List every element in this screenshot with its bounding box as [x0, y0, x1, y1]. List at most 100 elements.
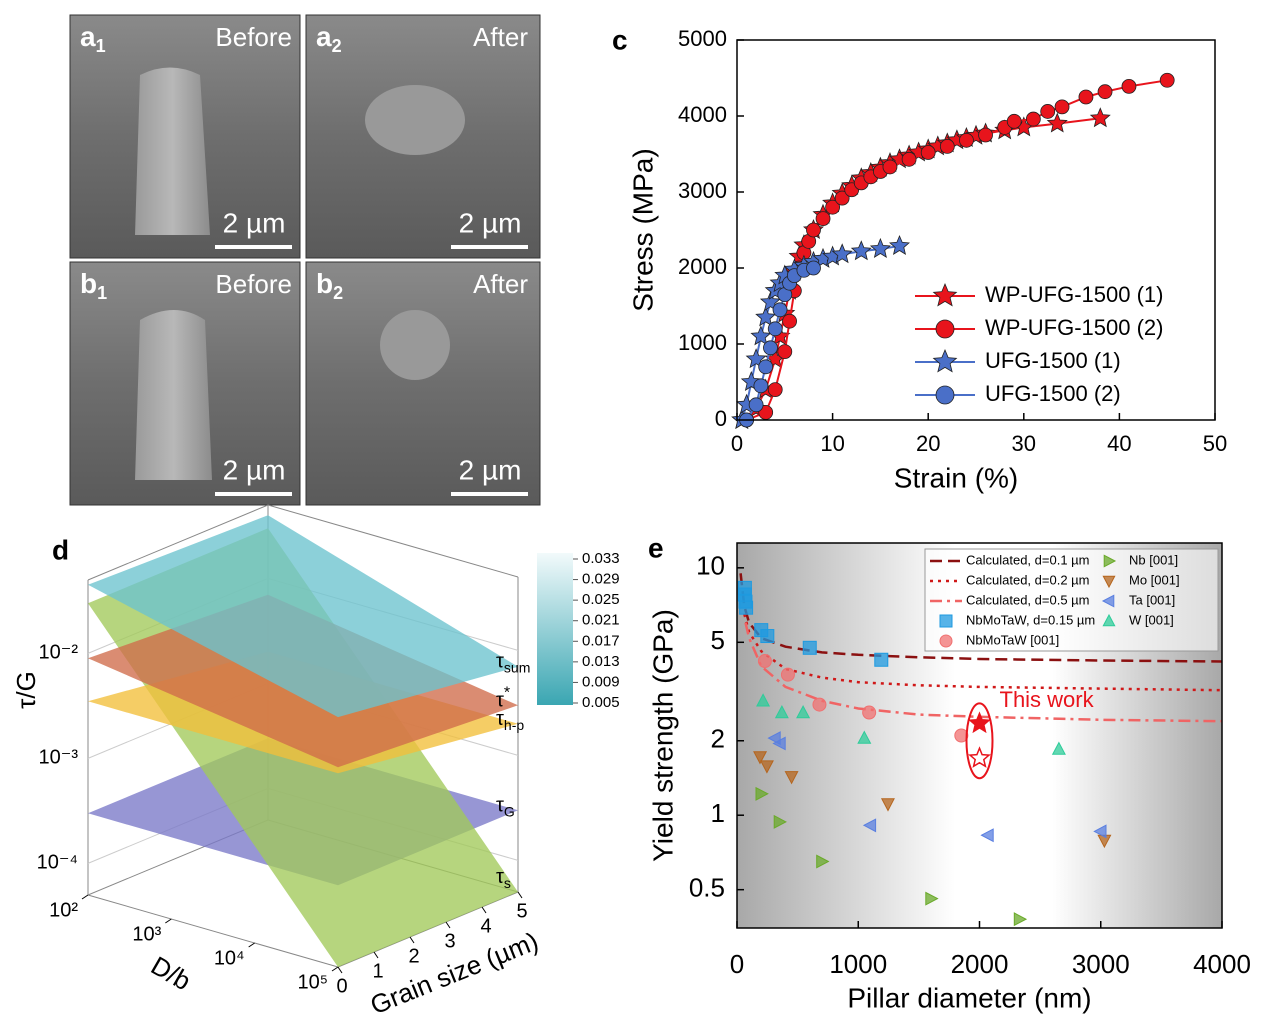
- x-tick-label: 10⁵: [297, 971, 328, 993]
- surface-symbol: τ: [496, 690, 504, 712]
- colorbar-tick-label: 0.021: [582, 612, 620, 629]
- scale-bar-label: 2 µm: [223, 207, 286, 238]
- data-point: [869, 237, 891, 258]
- y-axis-label: Stress (MPa): [627, 148, 658, 311]
- x-tick-label: 30: [1012, 431, 1036, 456]
- y-tick: [337, 966, 343, 974]
- legend-marker: [939, 614, 953, 628]
- data-point: [782, 313, 797, 329]
- data-point: [1093, 824, 1107, 839]
- y-tick: [373, 951, 379, 959]
- surface-label: τsum: [496, 651, 530, 675]
- surface: [88, 515, 518, 718]
- surface-symbol: τ: [496, 866, 504, 888]
- panel-letter: b: [80, 268, 97, 299]
- data-point: [756, 693, 771, 707]
- data-point: [816, 854, 830, 869]
- panel-label: b1: [80, 268, 107, 302]
- data-point: [1013, 912, 1028, 927]
- data-point: [806, 222, 821, 238]
- data-point: [1078, 89, 1094, 105]
- legend-marker: [1103, 554, 1117, 568]
- x-tick: [81, 894, 89, 900]
- legend-label: Calculated, d=0.2 µm: [966, 572, 1089, 587]
- legend-marker: [939, 634, 953, 648]
- legend-box: [924, 548, 1219, 652]
- y-tick-label: 10: [696, 551, 725, 581]
- deformed-pillar: [380, 310, 450, 380]
- data-point: [850, 240, 872, 261]
- pillar: [135, 67, 210, 235]
- data-point: [831, 243, 853, 264]
- surface-label: τh-p: [496, 708, 524, 732]
- legend-label: WP-UFG-1500 (1): [985, 282, 1163, 307]
- data-point: [920, 145, 936, 160]
- data-point: [780, 667, 795, 682]
- data-point: [874, 652, 889, 667]
- x-tick: [248, 942, 255, 948]
- panel-label: d: [52, 534, 69, 565]
- colorbar-tick-label: 0.033: [582, 550, 620, 567]
- z-tick-label: 10⁻²: [39, 642, 79, 664]
- data-point: [857, 730, 872, 744]
- x-tick-label: 2000: [951, 949, 1009, 979]
- data-point: [889, 234, 910, 255]
- data-point: [763, 340, 778, 356]
- surface-symbol: τ: [496, 708, 504, 730]
- data-point: [901, 151, 917, 167]
- x-axis-label: Strain (%): [894, 462, 1018, 493]
- panel-label: e: [648, 532, 664, 563]
- data-point: [753, 378, 769, 394]
- x-tick-label: 10²: [49, 899, 78, 921]
- data-point: [862, 818, 877, 833]
- highlight-point: [968, 711, 991, 734]
- y-tick: [445, 921, 451, 929]
- x-tick-label: 3000: [1072, 949, 1130, 979]
- y-tick-label: 1: [711, 798, 725, 828]
- data-point: [758, 359, 774, 375]
- highlight-point: [968, 746, 991, 768]
- legend-label: NbMoTaW [001]: [966, 632, 1059, 647]
- model-line: [744, 622, 1223, 723]
- y-tick-label: 1: [372, 960, 383, 982]
- y-tick-label: 0: [336, 975, 347, 997]
- x-tick-label: 20: [916, 431, 940, 456]
- model-line: [739, 573, 1223, 663]
- data-point: [980, 828, 994, 843]
- z-axis-label: τ/G: [11, 671, 41, 709]
- box-edge: [87, 894, 339, 968]
- data-point: [1159, 72, 1175, 88]
- data-point: [767, 382, 783, 398]
- panel-letter: b: [316, 268, 333, 299]
- legend-marker: [1101, 594, 1115, 608]
- annotation: This work: [1000, 687, 1095, 712]
- legend-label: Nb [001]: [1129, 552, 1178, 567]
- legend-marker: [935, 319, 955, 339]
- data-point: [959, 132, 974, 148]
- data-point: [748, 397, 764, 413]
- data-point: [1054, 99, 1070, 115]
- surface-label: τ*: [496, 685, 510, 712]
- y-tick-label: 1000: [678, 330, 727, 355]
- y-tick-label: 2: [711, 724, 725, 754]
- colorbar: [537, 553, 573, 705]
- data-point: [1025, 111, 1041, 127]
- data-point: [802, 640, 817, 655]
- sem-panel: [69, 261, 301, 506]
- data-point: [796, 705, 811, 719]
- box-edge: [87, 504, 269, 581]
- y-tick-label: 3: [444, 930, 455, 952]
- colorbar-tick-label: 0.029: [582, 571, 620, 588]
- image-caption: Before: [215, 269, 292, 299]
- data-point: [750, 325, 772, 346]
- y-tick-label: 5: [516, 900, 527, 922]
- data-point: [815, 211, 831, 227]
- y-tick-label: 0: [715, 406, 727, 431]
- y-tick: [481, 906, 487, 914]
- data-point: [1121, 78, 1137, 94]
- data-point: [978, 127, 993, 143]
- x-tick-label: 0: [730, 949, 744, 979]
- surface-label: τs: [496, 866, 511, 890]
- y-tick: [517, 891, 523, 899]
- data-point: [806, 260, 821, 276]
